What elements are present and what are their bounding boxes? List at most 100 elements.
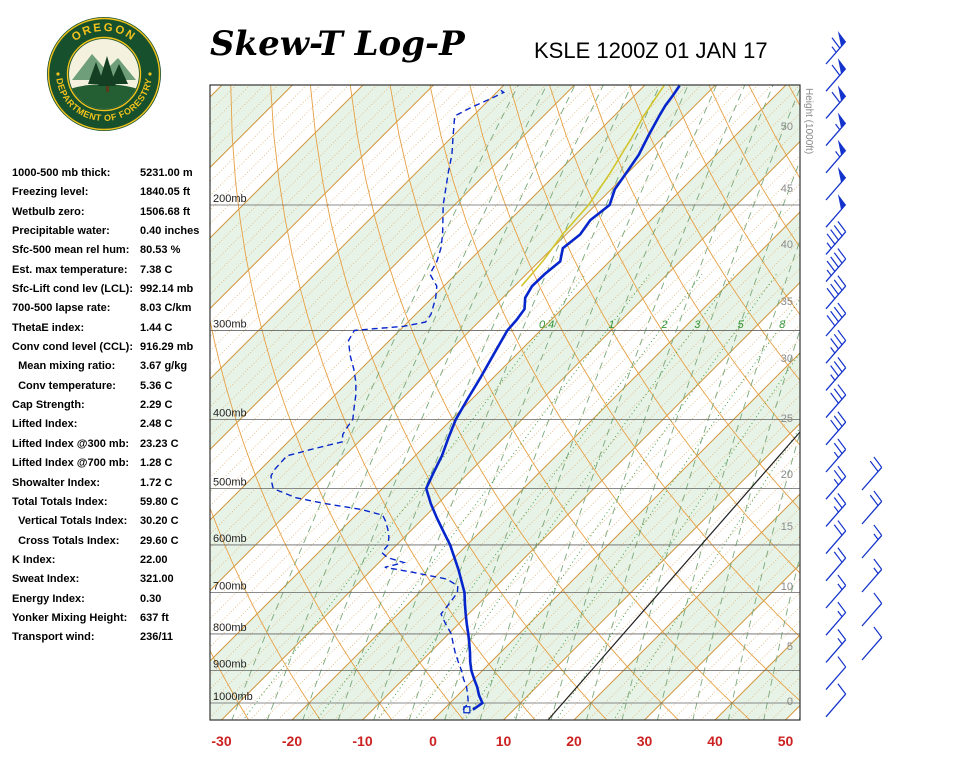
page-title: Skew-T Log-P (210, 24, 465, 64)
index-label: Showalter Index: (12, 476, 101, 489)
temp-tick-label: -20 (282, 733, 302, 749)
dewpoint-trace (270, 87, 506, 711)
pressure-label: 1000mb (213, 691, 253, 703)
index-row: ThetaE index: 1.44 C (12, 319, 212, 338)
mixing-ratio-label: 0.4 (539, 319, 554, 331)
height-tick-label: 15 (781, 521, 793, 533)
index-label: Sfc-500 mean rel hum: (12, 244, 130, 257)
index-value: 3.67 g/kg (140, 360, 188, 373)
mixing-ratio-label: 3 (694, 319, 701, 331)
height-axis-title: Height (1000ft) (803, 88, 814, 154)
index-row: Total Totals Index: 59.80 C (12, 493, 212, 512)
pressure-label: 900mb (213, 658, 247, 670)
index-value: 80.53 % (140, 244, 181, 257)
index-row: Freezing level: 1840.05 ft (12, 183, 212, 202)
index-value: 30.20 C (140, 515, 179, 528)
index-label: Est. max temperature: (12, 263, 128, 276)
index-value: 321.00 (140, 573, 174, 586)
dry-adiabats (210, 85, 800, 720)
index-value: 5.36 C (140, 379, 173, 392)
index-row: Cap Strength: 2.29 C (12, 396, 212, 415)
index-label: 700-500 lapse rate: (12, 302, 111, 315)
temp-tick-label: 40 (707, 733, 723, 749)
index-row: Lifted Index @700 mb: 1.28 C (12, 454, 212, 473)
index-value: 1.72 C (140, 476, 173, 489)
pressure-label: 800mb (213, 622, 247, 634)
height-tick-label: 10 (781, 581, 793, 593)
index-label: Yonker Mixing Height: (12, 611, 128, 624)
temp-tick-label: 0 (429, 733, 437, 749)
indices-list: 1000-500 mb thick: 5231.00 m Freezing leve… (12, 164, 212, 648)
pressure-label: 600mb (213, 533, 247, 545)
index-value: 5231.00 m (140, 167, 193, 179)
index-row: 700-500 lapse rate: 8.03 C/km (12, 299, 212, 318)
index-value: 0.30 (140, 592, 162, 605)
index-row: Yonker Mixing Height: 637 ft (12, 609, 212, 628)
pressure-label: 400mb (213, 407, 247, 419)
height-tick-label: 20 (781, 469, 793, 481)
index-value: 23.23 C (140, 437, 179, 450)
temp-tick-label: -30 (211, 733, 231, 749)
temp-tick-label: 20 (566, 733, 582, 749)
index-value: 1.28 C (140, 457, 173, 470)
index-label: Freezing level: (12, 186, 89, 199)
pressure-label: 700mb (213, 581, 247, 593)
wind-barb-column-low (861, 456, 883, 661)
index-label: Mean mixing ratio: (12, 360, 116, 373)
temperature-trace (424, 85, 681, 711)
index-row: Energy Index: 0.30 (12, 590, 212, 609)
mixing-ratio-label: 1 (608, 319, 614, 331)
index-row: Conv cond level (CCL): 916.29 mb (12, 338, 212, 357)
mixing-ratio-lines: 0.4 1 2 3 5 8 (242, 273, 800, 720)
mixing-ratio-label: 2 (660, 319, 667, 331)
index-value: 1506.68 ft (140, 205, 191, 218)
height-tick-label: 50 (781, 121, 793, 133)
index-label: Cap Strength: (12, 399, 85, 412)
index-row: Mean mixing ratio: 3.67 g/kg (12, 357, 212, 376)
index-row: K Index: 22.00 (12, 551, 212, 570)
index-row: Lifted Index: 2.48 C (12, 415, 212, 434)
index-label: Sfc-Lift cond lev (LCL): (12, 283, 133, 296)
pressure-label: 500mb (213, 477, 247, 489)
index-label: Vertical Totals Index: (12, 515, 128, 528)
index-label: Conv cond level (CCL): (12, 341, 134, 354)
index-row: Conv temperature: 5.36 C (12, 377, 212, 396)
temp-tick-label: 30 (637, 733, 653, 749)
temp-tick-label: -10 (352, 733, 372, 749)
index-row: Wetbulb zero: 1506.68 ft (12, 203, 212, 222)
index-row: Sweat Index: 321.00 (12, 570, 212, 589)
height-tick-label: 35 (781, 296, 793, 308)
index-label: Wetbulb zero: (12, 205, 85, 218)
index-label: Lifted Index @300 mb: (12, 437, 130, 450)
index-value: 236/11 (140, 631, 174, 644)
height-tick-label: 5 (787, 641, 793, 653)
index-value: 22.00 (140, 553, 168, 566)
wind-barb-column (825, 30, 847, 718)
index-value: 2.48 C (140, 418, 173, 431)
mixing-ratio-label: 5 (737, 319, 744, 331)
pressure-label: 300mb (213, 318, 247, 330)
index-row: Transport wind: 236/11 (12, 628, 212, 647)
index-value: 2.29 C (140, 399, 173, 412)
index-label: Transport wind: (12, 631, 95, 644)
index-label: Precipitable water: (12, 225, 110, 238)
moist-adiabats (231, 85, 800, 720)
temp-tick-label: 50 (778, 733, 794, 749)
index-row: Est. max temperature: 7.38 C (12, 261, 212, 280)
index-value: 7.38 C (140, 263, 173, 276)
index-label: Sweat Index: (12, 573, 80, 586)
height-tick-label: 30 (781, 353, 793, 365)
pressure-grid: 200mb 300mb 400mb 500mb 600mb 700mb 800mb 900mb… (210, 193, 800, 704)
temp-tick-label: 10 (496, 733, 512, 749)
index-label: Lifted Index: (12, 418, 78, 431)
index-row: Sfc-500 mean rel hum: 80.53 % (12, 241, 212, 260)
station-id: KSLE 1200Z 01 JAN 17 (534, 38, 768, 63)
index-value: 0.40 inches (140, 225, 200, 238)
height-tick-label: 40 (781, 239, 793, 251)
index-label: ThetaE index: (12, 321, 85, 334)
plot-frame (209, 84, 801, 721)
index-label: K Index: (12, 553, 56, 566)
index-row: Cross Totals Index: 29.60 C (12, 532, 212, 551)
pressure-label: 200mb (213, 193, 247, 205)
